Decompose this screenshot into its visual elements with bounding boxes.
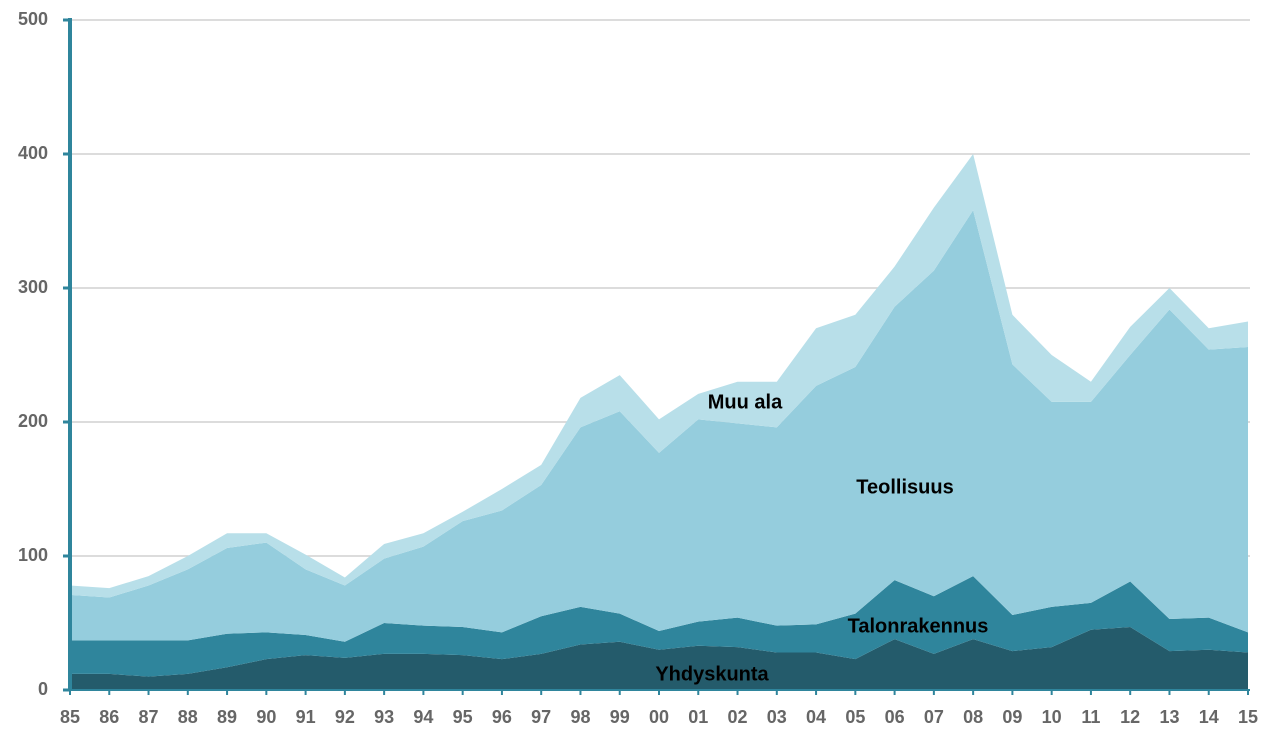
x-tick-label: 14	[1199, 707, 1219, 727]
x-tick-label: 05	[845, 707, 865, 727]
series-label: Yhdyskunta	[655, 663, 769, 685]
y-tick-label: 0	[38, 679, 48, 699]
x-tick-label: 15	[1238, 707, 1258, 727]
x-tick-label: 85	[60, 707, 80, 727]
x-tick-label: 98	[570, 707, 590, 727]
x-tick-label: 94	[413, 707, 433, 727]
y-tick-label: 300	[18, 277, 48, 297]
y-tick-label: 500	[18, 9, 48, 29]
x-tick-label: 07	[924, 707, 944, 727]
x-tick-label: 12	[1120, 707, 1140, 727]
x-tick-label: 04	[806, 707, 826, 727]
x-tick-label: 91	[296, 707, 316, 727]
series-label: Talonrakennus	[848, 615, 989, 637]
x-tick-label: 87	[139, 707, 159, 727]
x-tick-label: 03	[767, 707, 787, 727]
x-tick-label: 13	[1159, 707, 1179, 727]
x-tick-label: 09	[1002, 707, 1022, 727]
x-tick-label: 97	[531, 707, 551, 727]
y-tick-label: 200	[18, 411, 48, 431]
y-tick-label: 400	[18, 143, 48, 163]
x-tick-label: 96	[492, 707, 512, 727]
area	[70, 576, 1248, 677]
x-tick-label: 11	[1081, 707, 1100, 727]
series-label: Teollisuus	[856, 476, 953, 498]
x-tick-label: 89	[217, 707, 237, 727]
y-tick-label: 100	[18, 545, 48, 565]
x-tick-label: 06	[885, 707, 905, 727]
x-tick-label: 02	[728, 707, 748, 727]
area	[70, 210, 1248, 642]
x-tick-label: 92	[335, 707, 355, 727]
area	[70, 627, 1248, 690]
x-tick-label: 95	[453, 707, 473, 727]
x-tick-label: 08	[963, 707, 983, 727]
x-tick-label: 93	[374, 707, 394, 727]
series-label: Muu ala	[708, 391, 783, 413]
x-tick-label: 88	[178, 707, 198, 727]
x-tick-label: 00	[649, 707, 669, 727]
x-tick-label: 90	[256, 707, 276, 727]
x-tick-label: 10	[1042, 707, 1062, 727]
x-tick-label: 86	[99, 707, 119, 727]
x-tick-label: 01	[688, 707, 708, 727]
x-tick-label: 99	[610, 707, 630, 727]
